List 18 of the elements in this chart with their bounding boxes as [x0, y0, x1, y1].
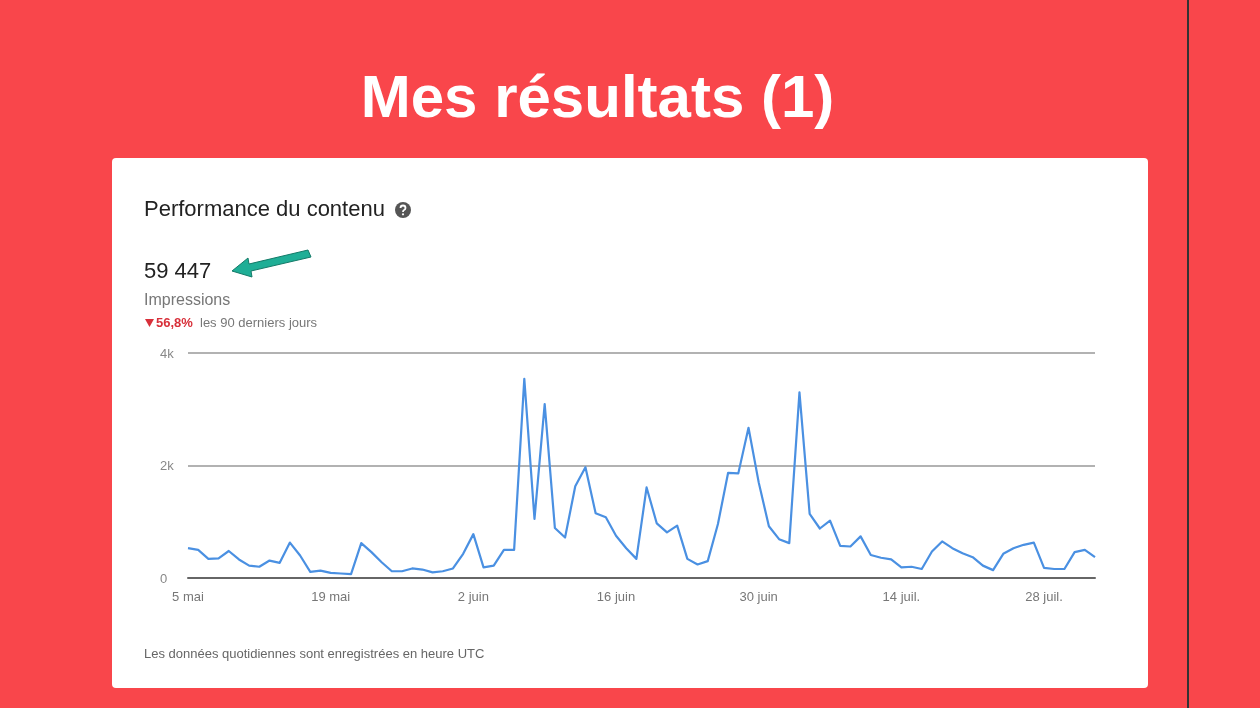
x-tick-label: 14 juil. — [882, 589, 921, 604]
chart-subtitle: Performance du contenu — [144, 196, 385, 222]
y-tick-label: 4k — [160, 345, 175, 361]
x-tick-label: 19 mai — [311, 589, 351, 604]
y-tick-label: 0 — [160, 570, 168, 586]
x-tick-label: 16 juin — [596, 589, 636, 604]
x-tick-label: 28 juil. — [1025, 589, 1063, 604]
text: 59 447 — [144, 258, 212, 284]
text: les 90 derniers jours — [200, 315, 318, 330]
line-series — [186, 377, 1097, 576]
chart-title: Mes résultats (1) — [359, 62, 836, 131]
x-tick-label: 30 juin — [739, 589, 778, 604]
text: Impressions — [144, 291, 231, 309]
text: 56,8% — [156, 315, 193, 330]
text: Les données quotidiennes sont enregistrées en heure UTC — [144, 646, 485, 661]
y-tick-label: 2k — [160, 458, 175, 473]
x-tick-label: 5 mai — [172, 589, 204, 604]
x-tick-label: 2 juin — [457, 589, 489, 604]
